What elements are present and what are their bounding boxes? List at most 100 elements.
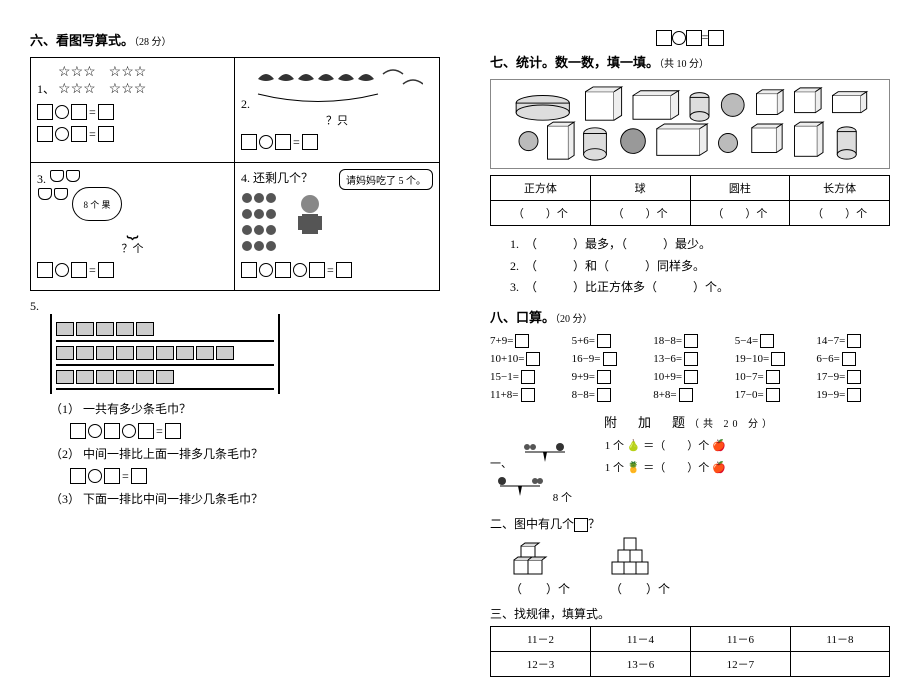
q2-label: 2. [241, 97, 250, 111]
cherries [241, 192, 277, 256]
q1-cell: 1、 ☆☆☆☆☆☆ ☆☆☆☆☆☆ = = [31, 58, 235, 163]
calc-6: 16−9= [572, 352, 646, 366]
count-table: 正方体 球 圆柱 长方体 （ ）个 （ ）个 （ ）个 （ ）个 [490, 175, 890, 226]
calc-12: 10+9= [653, 370, 727, 384]
q5-sub3: （3） 下面一排比中间一排少几条毛巾？ [50, 490, 440, 507]
q5-eq2: = [70, 468, 440, 484]
calc-8: 19−10= [735, 352, 809, 366]
calc-10: 15−1= [490, 370, 564, 384]
p-r2c2: 13－6 [590, 652, 690, 677]
p-r1c2: 11－4 [590, 627, 690, 652]
b1-t1b: ＝（ ）个 [643, 440, 709, 452]
td-cube[interactable]: （ ）个 [491, 201, 591, 226]
balance-icon-1 [515, 437, 575, 467]
bonus-title: 附 加 题（共 20 分） [490, 412, 890, 431]
calc-7: 13−6= [653, 352, 727, 366]
q3-hint: ？个 [37, 240, 228, 256]
q4-eq: = [241, 262, 433, 278]
calc-11: 9+9= [572, 370, 646, 384]
b2-suffix: ？ [588, 517, 600, 531]
calc-3: 5−4= [735, 334, 809, 348]
b1-t2a: 1 个 [605, 462, 624, 474]
q5-eq1: = [70, 423, 440, 439]
b1-apples: 8 个 [553, 492, 572, 504]
fill-2: 2. （ ）和（ ）同样多。 [510, 256, 890, 278]
section-6-title: 六、看图写算式。（28 分） [30, 30, 440, 49]
b2-c2: （ ）个 [610, 580, 670, 597]
p-r2c4[interactable] [790, 652, 889, 677]
bonus-3: 三、找规律，填算式。 11－2 11－4 11－6 11－8 12－3 13－6… [490, 605, 890, 677]
p-r1c4: 11－8 [790, 627, 889, 652]
b2-c1: （ ）个 [510, 580, 570, 597]
shapes-area [490, 79, 890, 169]
q3-label: 3. [37, 172, 46, 186]
cube-icon [574, 518, 588, 532]
p-r2c3: 12－7 [690, 652, 790, 677]
p-r1c3: 11－6 [690, 627, 790, 652]
shapes-svg [497, 86, 883, 162]
q5-sub1: （1） 一共有多少条毛巾？ [50, 400, 440, 417]
section-7-title: 七、统计。数一数，填一填。（共 10 分） [490, 52, 890, 71]
calc-17: 8+8= [653, 388, 727, 402]
stars-left: ☆☆☆☆☆☆ [58, 64, 96, 98]
top-eq: = [490, 30, 890, 46]
calc-19: 19−9= [816, 388, 890, 402]
fill-list: 1. （ ）最多，（ ）最少。 2. （ ）和（ ）同样多。 3. （ ）比正方… [510, 234, 890, 299]
th-cuboid: 长方体 [790, 176, 890, 201]
th-cylinder: 圆柱 [690, 176, 790, 201]
cube-stack-1 [510, 542, 550, 576]
q3-cell: 3. 8 个 果 ⏟ ？个 = [31, 163, 235, 290]
q1-eq1: = [37, 104, 228, 120]
b2-label: 二、图中有几个 [490, 517, 574, 531]
q2-cell: 2. ？只 = [235, 58, 439, 163]
kid-icon [290, 192, 330, 242]
calc-9: 6−6= [816, 352, 890, 366]
birds-svg [253, 64, 423, 108]
q2-hint: ？只 [241, 112, 433, 128]
b1-label: 一、 [490, 458, 512, 470]
q1-label: 1、 [37, 82, 55, 96]
td-sphere[interactable]: （ ）个 [590, 201, 690, 226]
q5-sub2: （2） 中间一排比上面一排多几条毛巾？ [50, 445, 440, 462]
b3-label: 三、找规律，填算式。 [490, 605, 890, 622]
th-sphere: 球 [590, 176, 690, 201]
stars-right: ☆☆☆☆☆☆ [109, 64, 147, 98]
calc-0: 7+9= [490, 334, 564, 348]
calc-15: 11+8= [490, 388, 564, 402]
q2-eq: = [241, 134, 433, 150]
calc-4: 14−7= [816, 334, 890, 348]
q4-speech: 请妈妈吃了 5 个。 [339, 169, 433, 190]
calc-13: 10−7= [735, 370, 809, 384]
b1-t2b: ＝（ ）个 [643, 462, 709, 474]
section-8-title: 八、口算。（20 分） [490, 307, 890, 326]
td-cylinder[interactable]: （ ）个 [690, 201, 790, 226]
q4-cell: 4. 还剩几个？ 请妈妈吃了 5 个。 = [235, 163, 439, 290]
q1-eq2: = [37, 126, 228, 142]
p-r2c1: 12－3 [491, 652, 591, 677]
calc-16: 8−8= [572, 388, 646, 402]
fill-1: 1. （ ）最多，（ ）最少。 [510, 234, 890, 256]
q4-label: 4. 还剩几个？ [241, 171, 313, 185]
b1-t1a: 1 个 [605, 440, 624, 452]
fill-3: 3. （ ）比正方体多（ ）个。 [510, 277, 890, 299]
towel-shelf [50, 314, 280, 394]
q3-eq: = [37, 262, 228, 278]
q1-q4-grid: 1、 ☆☆☆☆☆☆ ☆☆☆☆☆☆ = = 2. [30, 57, 440, 291]
pattern-table: 11－2 11－4 11－6 11－8 12－3 13－6 12－7 [490, 626, 890, 677]
balance-icon-2 [490, 471, 550, 501]
basket: 8 个 果 [72, 187, 122, 221]
q5: 5. （1） 一共有多少条毛巾？ = （2） 中间一排比上面一排多几条毛巾？ =… [30, 299, 440, 507]
calc-1: 5+6= [572, 334, 646, 348]
calc-grid: 7+9= 5+6= 18−8= 5−4= 14−7= 10+10= 16−9= … [490, 334, 890, 402]
calc-18: 17−0= [735, 388, 809, 402]
bonus-2: 二、图中有几个 ？ （ ）个 （ ）个 [490, 515, 890, 597]
calc-14: 17−9= [816, 370, 890, 384]
bonus-1: 一、 8 个 1 个 🍐 ＝（ ）个 🍎 1 个 🍍 ＝（ ）个 🍎 [490, 437, 890, 505]
q5-label: 5. [30, 299, 39, 313]
p-r1c1: 11－2 [491, 627, 591, 652]
th-cube: 正方体 [491, 176, 591, 201]
cube-stack-2 [610, 536, 660, 576]
calc-5: 10+10= [490, 352, 564, 366]
calc-2: 18−8= [653, 334, 727, 348]
td-cuboid[interactable]: （ ）个 [790, 201, 890, 226]
